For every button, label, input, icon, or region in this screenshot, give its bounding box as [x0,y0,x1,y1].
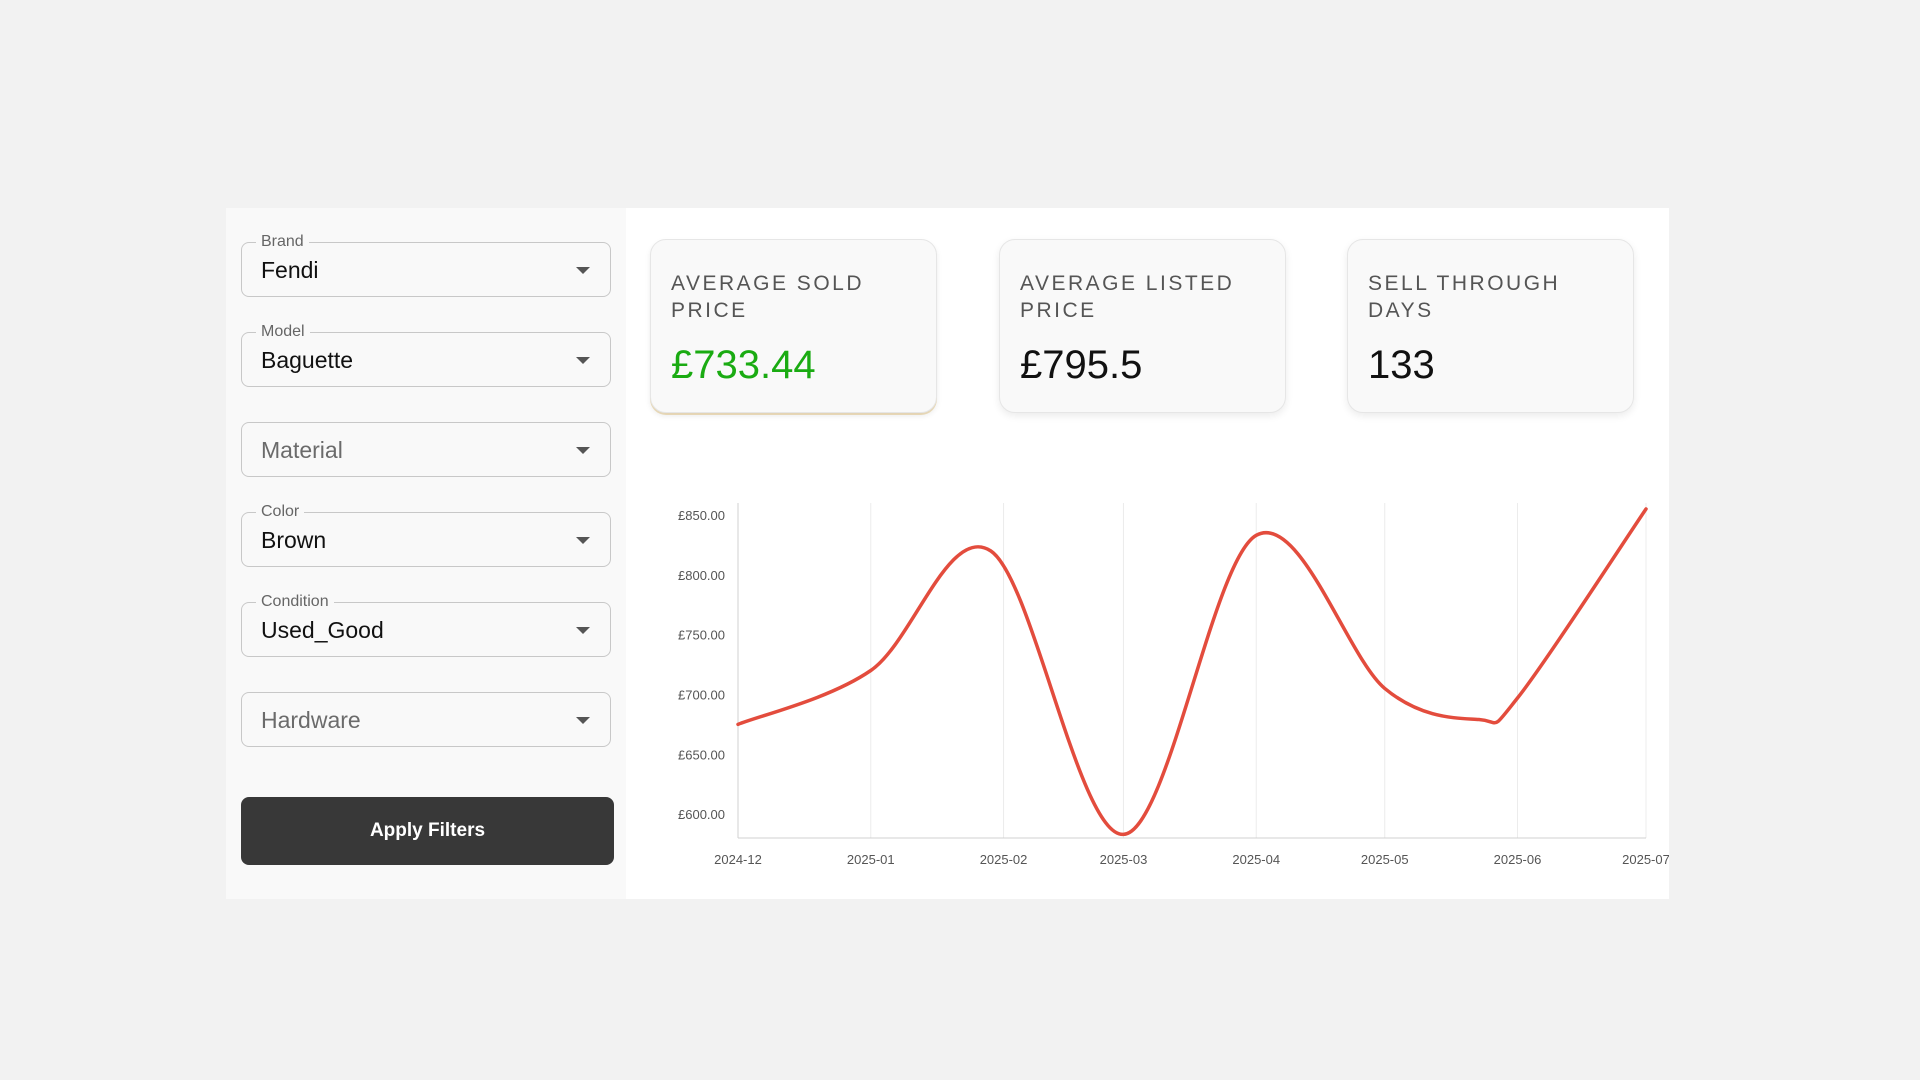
y-tick-label: £800.00 [678,568,725,583]
chevron-down-icon [576,627,590,634]
apply-filters-button[interactable]: Apply Filters [241,797,614,865]
sell-through-days-value: 133 [1368,343,1435,387]
sell-through-days-title: SELL THROUGH DAYS [1368,272,1561,322]
x-tick-label: 2025-07 [1622,852,1669,867]
average-listed-price-title: AVERAGE LISTED PRICE [1020,272,1235,322]
average-sold-price-value: £733.44 [671,343,816,387]
y-tick-label: £750.00 [678,628,725,643]
average-sold-price-title: AVERAGE SOLD PRICE [671,272,864,322]
chevron-down-icon [576,357,590,364]
condition-label: Condition [256,592,334,612]
filter-sidebar: Brand Fendi Model Baguette Material Colo… [226,208,626,899]
x-tick-label: 2025-01 [847,852,895,867]
material-select[interactable]: Material [241,422,611,477]
color-label: Color [256,502,305,522]
chevron-down-icon [576,447,590,454]
model-select[interactable]: Model Baguette [241,322,611,387]
color-value: Brown [261,527,327,553]
hardware-placeholder: Hardware [261,707,361,733]
chevron-down-icon [576,267,590,274]
brand-label: Brand [256,232,309,252]
x-tick-label: 2025-04 [1232,852,1280,867]
x-tick-label: 2024-12 [714,852,762,867]
model-label: Model [256,322,310,342]
hardware-select[interactable]: Hardware [241,692,611,747]
y-tick-label: £700.00 [678,687,725,702]
price-series-line [736,507,1648,837]
brand-value: Fendi [261,257,319,283]
sell-through-days-card: SELL THROUGH DAYS 133 [1347,239,1634,413]
y-tick-label: £650.00 [678,747,725,762]
y-tick-label: £850.00 [678,508,725,523]
condition-select[interactable]: Condition Used_Good [241,592,611,657]
x-tick-label: 2025-05 [1361,852,1409,867]
brand-select[interactable]: Brand Fendi [241,232,611,297]
average-listed-price-value: £795.5 [1020,343,1143,387]
average-sold-price-card: AVERAGE SOLD PRICE £733.44 [650,239,937,413]
model-value: Baguette [261,347,354,373]
color-select[interactable]: Color Brown [241,502,611,567]
chevron-down-icon [576,537,590,544]
y-tick-label: £600.00 [678,807,725,822]
main-content: AVERAGE SOLD PRICE £733.44 AVERAGE LISTE… [626,208,1669,899]
x-tick-label: 2025-06 [1494,852,1542,867]
chevron-down-icon [576,717,590,724]
x-tick-label: 2025-02 [980,852,1028,867]
condition-value: Used_Good [261,617,384,643]
dashboard-app: Brand Fendi Model Baguette Material Colo… [226,208,1669,899]
price-line-chart: 2024-12 2025-01 2025-02 2025-03 2025-04 2025-… [678,503,1669,867]
x-tick-label: 2025-03 [1100,852,1148,867]
material-placeholder: Material [261,437,343,463]
average-listed-price-card: AVERAGE LISTED PRICE £795.5 [999,239,1286,413]
price-chart: 2024-12 2025-01 2025-02 2025-03 2025-04 2025-… [626,208,1669,899]
